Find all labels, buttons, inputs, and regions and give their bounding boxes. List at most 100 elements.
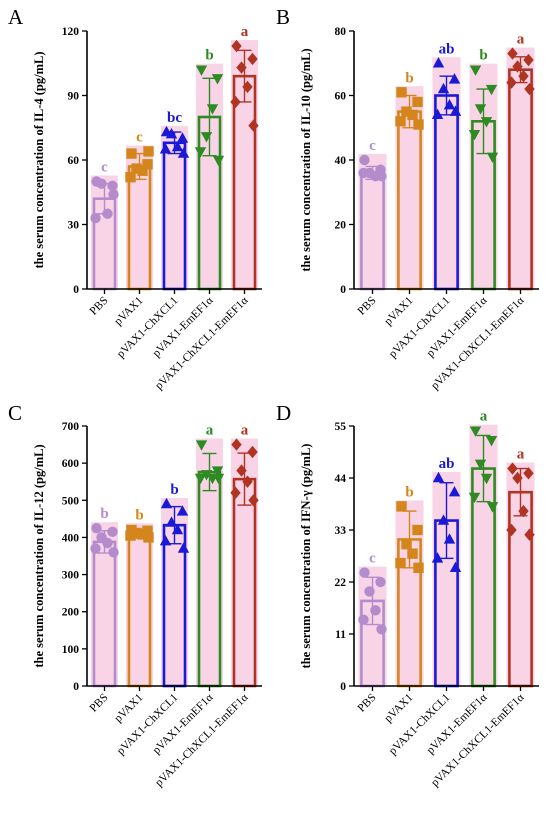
y-tick-label-il12: 500 xyxy=(62,495,80,507)
x-tick-label-il4-2: pVAX1-ChXCL1 xyxy=(115,294,181,360)
significance-letter-ifng-4: a xyxy=(517,447,525,463)
data-point-il10-1 xyxy=(412,96,423,108)
data-point-il4-1 xyxy=(131,163,142,174)
data-point-ifng-4 xyxy=(506,523,517,537)
x-tick-label-il12-2: pVAX1-ChXCL1 xyxy=(115,691,181,757)
data-point-il10-4 xyxy=(524,82,535,96)
data-point-ifng-0 xyxy=(376,624,387,635)
data-point-il12-3 xyxy=(211,466,224,477)
significance-letter-il4-3: b xyxy=(205,48,213,64)
data-point-ifng-3 xyxy=(485,435,498,447)
significance-letter-il10-3: b xyxy=(479,48,487,64)
data-point-ifng-2 xyxy=(443,533,456,544)
data-point-ifng-1 xyxy=(407,548,418,559)
data-point-il4-3 xyxy=(200,132,213,143)
data-point-ifng-4 xyxy=(507,462,518,475)
x-tick-label-il10-1: pVAX1 xyxy=(382,294,415,327)
data-point-il4-0 xyxy=(102,208,113,219)
data-point-il10-4 xyxy=(507,47,518,60)
data-point-il10-1 xyxy=(413,119,424,130)
significance-letter-il10-1: b xyxy=(405,70,413,86)
data-point-il10-2 xyxy=(449,105,462,116)
y-tick-label-il10: 80 xyxy=(335,26,347,38)
x-tick-label-il4-3: pVAX1-EmEF1α xyxy=(151,295,216,360)
data-point-il12-4 xyxy=(247,445,258,459)
y-tick-label-il12: 300 xyxy=(62,570,80,582)
data-point-ifng-4 xyxy=(523,467,534,480)
data-point-il4-0 xyxy=(108,189,119,200)
data-point-ifng-0 xyxy=(358,614,369,626)
y-tick-label-ifng: 44 xyxy=(335,473,347,485)
chart-ifng: the serum concentration of IFN-γ (pg/mL)… xyxy=(299,409,539,789)
significance-letter-ifng-1: b xyxy=(405,484,413,500)
y-tick-label-il12: 700 xyxy=(62,421,80,433)
data-point-il10-3 xyxy=(480,117,493,128)
data-point-ifng-0 xyxy=(359,567,370,578)
y-tick-label-il12: 400 xyxy=(62,532,80,544)
data-point-il12-4 xyxy=(230,486,241,500)
significance-letter-ifng-0: c xyxy=(369,551,376,567)
data-point-il4-3 xyxy=(194,147,207,158)
data-point-ifng-1 xyxy=(395,557,406,569)
data-point-il4-0 xyxy=(107,180,118,191)
data-point-ifng-2 xyxy=(432,471,445,483)
data-point-ifng-3 xyxy=(480,473,493,485)
data-point-il10-1 xyxy=(396,87,407,98)
significance-letter-il10-2: ab xyxy=(439,41,455,57)
data-point-ifng-2 xyxy=(437,514,450,525)
x-tick-label-il12-0: PBS xyxy=(88,692,111,715)
data-point-il4-0 xyxy=(96,178,107,189)
significance-letter-il12-2: b xyxy=(170,482,178,498)
significance-letter-il4-2: bc xyxy=(167,110,182,126)
significance-letter-il12-0: b xyxy=(100,506,108,522)
data-point-il4-1 xyxy=(142,159,153,170)
significance-letter-ifng-3: a xyxy=(480,409,488,425)
data-point-il4-1 xyxy=(137,165,148,176)
data-point-il10-0 xyxy=(358,167,369,179)
significance-letter-il12-1: b xyxy=(135,507,143,523)
x-tick-label-il12-1: pVAX1 xyxy=(112,691,145,724)
chart-il10: the serum concentration of IL-10 (pg/mL)… xyxy=(299,26,539,392)
y-tick-label-ifng: 11 xyxy=(335,629,346,641)
data-point-il10-1 xyxy=(401,106,412,117)
data-point-il4-3 xyxy=(212,155,225,167)
data-point-ifng-4 xyxy=(524,528,535,541)
data-point-ifng-3 xyxy=(469,426,482,437)
significance-letter-il10-4: a xyxy=(517,32,525,48)
data-point-il4-1 xyxy=(126,148,137,159)
data-point-il10-2 xyxy=(448,73,461,84)
data-point-il12-2 xyxy=(171,523,184,535)
significance-letter-il4-0: c xyxy=(101,160,108,176)
data-point-ifng-1 xyxy=(412,524,423,536)
data-point-il10-3 xyxy=(485,84,498,96)
data-point-il12-4 xyxy=(236,464,247,477)
data-point-il4-2 xyxy=(177,147,190,158)
data-point-il12-1 xyxy=(137,529,148,540)
data-point-ifng-1 xyxy=(413,562,424,574)
data-point-il4-0 xyxy=(90,212,101,224)
data-point-il10-4 xyxy=(518,69,529,83)
data-point-il12-4 xyxy=(242,475,253,488)
bar-highlight xyxy=(126,523,153,686)
x-tick-label-il4-0: PBS xyxy=(88,295,111,318)
panel-label-d: D xyxy=(276,401,291,425)
data-point-il10-3 xyxy=(486,152,499,163)
data-point-il12-0 xyxy=(107,526,118,538)
y-tick-label-ifng: 0 xyxy=(340,681,346,693)
panel-label-c: C xyxy=(8,401,22,425)
data-point-il12-0 xyxy=(102,537,113,549)
data-point-il12-3 xyxy=(212,473,225,485)
data-point-il10-1 xyxy=(407,109,418,121)
data-point-il4-1 xyxy=(125,172,136,183)
data-point-il10-0 xyxy=(359,154,370,166)
x-tick-label-il10-0: PBS xyxy=(356,295,379,318)
data-point-il4-2 xyxy=(171,140,184,152)
data-point-il4-4 xyxy=(248,119,259,132)
data-point-ifng-3 xyxy=(486,502,499,513)
y-tick-label-il10: 40 xyxy=(335,155,347,167)
significance-letter-il4-1: c xyxy=(136,129,143,145)
x-tick-label-il12-3: pVAX1-EmEF1α xyxy=(151,692,216,757)
y-tick-label-il12: 100 xyxy=(62,644,80,656)
data-point-ifng-1 xyxy=(396,501,407,512)
